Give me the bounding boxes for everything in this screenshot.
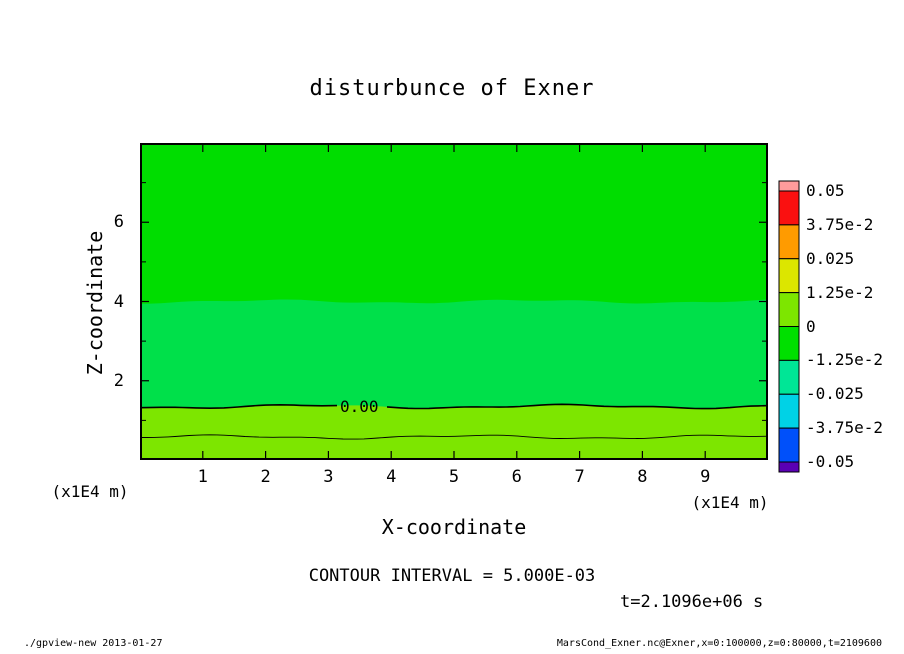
colorbar-label: 0.025 [806, 248, 855, 268]
colorbar-label: -0.025 [806, 384, 864, 404]
x-axis-label: X-coordinate [381, 515, 527, 539]
x-tick-label: 7 [574, 467, 585, 487]
colorbar-label: -3.75e-2 [806, 418, 884, 438]
colorbar-label: 0 [806, 316, 816, 336]
colorbar-label: 3.75e-2 [806, 214, 874, 234]
x-tick-label: 6 [511, 467, 522, 487]
chart-title: disturbunce of Exner [309, 76, 595, 101]
x-axis-unit: (x1E4 m) [691, 493, 769, 512]
y-tick-label: 2 [113, 370, 124, 391]
x-tick-label: 9 [700, 467, 711, 487]
colorbar [778, 180, 800, 473]
x-tick-label: 4 [386, 467, 397, 487]
contour-line-label: 0.00 [340, 397, 379, 416]
y-axis-unit: (x1E4 m) [51, 482, 129, 501]
colorbar-label: -1.25e-2 [806, 350, 884, 370]
colorbar-label: 0.05 [806, 181, 845, 200]
x-tick-label: 5 [448, 467, 460, 487]
x-tick-label: 8 [637, 467, 648, 487]
colorbar-label: 1.25e-2 [806, 282, 874, 302]
x-tick-label: 3 [323, 467, 334, 487]
footer-command: ./gpview-new 2013-01-27 [24, 638, 163, 649]
y-tick-label: 4 [113, 291, 124, 312]
x-tick-label: 1 [197, 467, 208, 487]
colorbar-label: -0.05 [806, 452, 855, 471]
footer-datasource: MarsCond_Exner.nc@Exner,x=0:100000,z=0:8… [556, 638, 882, 649]
contour-plot: 0.00 [140, 143, 768, 460]
x-tick-label: 2 [260, 467, 271, 487]
y-tick-label: 6 [113, 212, 124, 233]
time-caption: t=2.1096e+06 s [620, 592, 764, 612]
y-axis-label: Z-coordinate [83, 230, 107, 376]
contour-interval-caption: CONTOUR INTERVAL = 5.000E-03 [308, 566, 596, 586]
